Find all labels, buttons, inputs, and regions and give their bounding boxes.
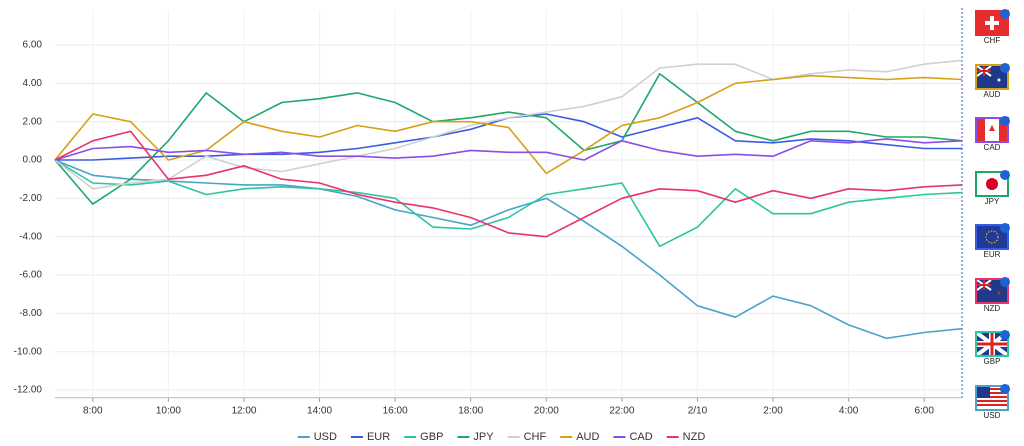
currency-toggle[interactable]: CAD — [975, 116, 1010, 152]
flag-icon — [977, 226, 1007, 248]
flag — [975, 276, 1010, 304]
flag-icon — [977, 172, 1007, 195]
currency-label: CAD — [983, 143, 1001, 152]
legend-label: GBP — [420, 431, 443, 443]
x-tick-label: 14:00 — [307, 405, 332, 416]
currency-toggle[interactable]: EUR — [975, 223, 1010, 259]
legend-item: NZD — [666, 431, 706, 443]
legend-label: USD — [314, 431, 337, 443]
series-line — [54, 59, 963, 190]
flag — [975, 330, 1010, 357]
legend-item: AUD — [560, 431, 599, 443]
y-tick-label: -12.00 — [14, 385, 43, 396]
x-tick-label: 8:00 — [83, 405, 103, 416]
flag — [975, 383, 1010, 411]
x-tick-label: 22:00 — [609, 405, 634, 416]
currency-label: CHF — [983, 36, 1001, 45]
series-line — [54, 159, 963, 340]
check — [1000, 62, 1010, 73]
x-tick-label: 16:00 — [383, 405, 408, 416]
check — [1000, 276, 1010, 287]
y-tick-label: -6.00 — [19, 270, 42, 281]
chart: -12.00 -10.00 -8.00 -6.00 -4.00 -2.00 0.00 2.00… — [14, 8, 963, 443]
flag-icon — [977, 12, 1007, 34]
currency-label: JPY — [984, 196, 1000, 206]
check — [1000, 116, 1010, 126]
flag — [975, 9, 1010, 36]
legend-item: USD — [297, 431, 337, 443]
currency-label: USD — [983, 410, 1001, 420]
y-tick-label: -4.00 — [19, 231, 42, 242]
x-tick-label: 10:00 — [156, 405, 181, 416]
flag-icon — [977, 386, 1007, 409]
flag-icon — [977, 119, 1007, 141]
series-line — [54, 159, 963, 248]
currency-label: GBP — [983, 357, 1001, 366]
check — [1000, 9, 1010, 19]
currency-toggle[interactable]: AUD — [975, 62, 1010, 99]
check — [1000, 169, 1010, 180]
y-tick-label: -10.00 — [14, 346, 43, 357]
legend-label: AUD — [576, 431, 599, 443]
legend-label: NZD — [683, 431, 706, 443]
currency-toggle[interactable]: NZD — [975, 276, 1010, 313]
check — [1000, 330, 1010, 340]
currency-label: AUD — [983, 89, 1001, 99]
legend-label: JPY — [473, 431, 494, 443]
series-line — [54, 138, 963, 161]
legend: USD EUR GBP JPY CHF AUD CAD NZD — [297, 431, 706, 443]
legend-label: CHF — [524, 431, 547, 443]
currency-toggle[interactable]: JPY — [975, 169, 1010, 206]
currency-label: EUR — [983, 250, 1001, 259]
flag-icon — [977, 65, 1007, 88]
flag — [975, 169, 1010, 197]
flag — [975, 223, 1010, 250]
currency-toggle[interactable]: GBP — [975, 330, 1010, 366]
x-tick-label: 18:00 — [458, 405, 483, 416]
currency-label: NZD — [983, 303, 1001, 313]
x-tick-label: 2:00 — [763, 405, 783, 416]
x-tick-label: 12:00 — [231, 405, 256, 416]
x-tick-label: 20:00 — [534, 405, 559, 416]
legend-label: CAD — [629, 431, 652, 443]
series-line — [54, 130, 963, 238]
flag-icon — [977, 333, 1007, 355]
legend-item: EUR — [350, 431, 390, 443]
series-line — [54, 74, 963, 175]
x-tick-label: 6:00 — [914, 405, 934, 416]
y-tick-label: 0.00 — [23, 155, 43, 166]
legend-item: GBP — [404, 431, 443, 443]
flag — [975, 62, 1010, 90]
legend-item: CHF — [507, 431, 547, 443]
check — [1000, 223, 1010, 233]
y-tick-label: 4.00 — [23, 78, 43, 89]
x-tick-label: 2/10 — [688, 405, 708, 416]
series-line — [54, 73, 963, 205]
currency-toggle[interactable]: USD — [975, 383, 1010, 420]
legend-item: JPY — [457, 431, 494, 443]
y-tick-label: 6.00 — [23, 40, 43, 51]
currency-toggle[interactable]: CHF — [975, 9, 1010, 45]
x-tick-label: 4:00 — [839, 405, 859, 416]
flag-icon — [977, 279, 1007, 302]
check — [1000, 383, 1010, 394]
flag — [975, 116, 1010, 143]
y-tick-label: -2.00 — [19, 193, 42, 204]
legend-item: CAD — [613, 431, 653, 443]
y-tick-label: -8.00 — [19, 308, 42, 319]
legend-label: EUR — [367, 431, 390, 443]
y-tick-label: 2.00 — [23, 116, 43, 127]
